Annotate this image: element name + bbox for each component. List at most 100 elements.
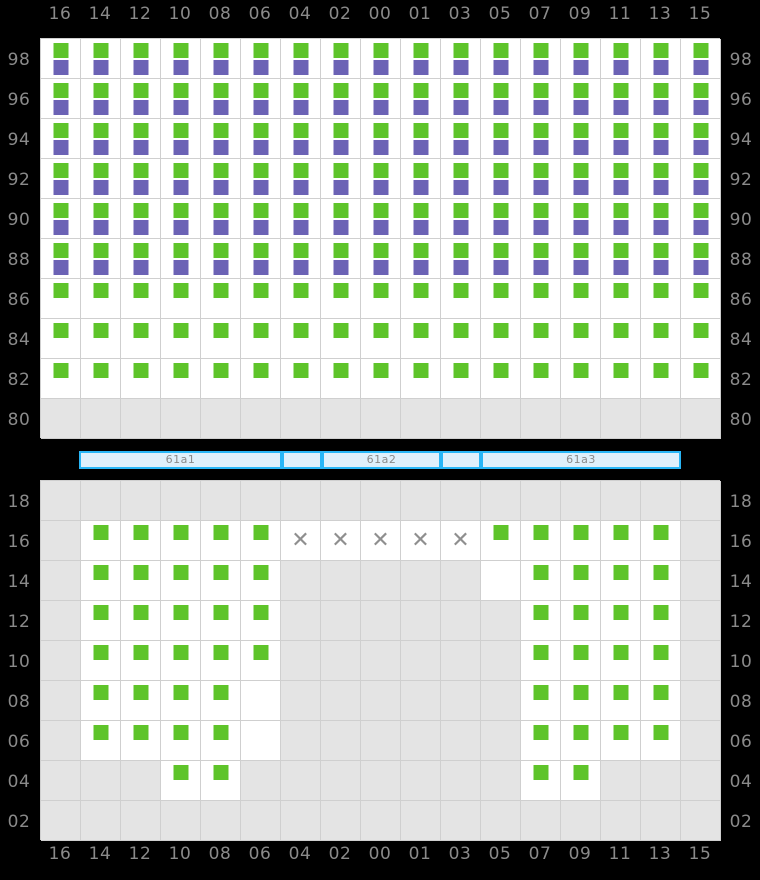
seat-cell-96-03[interactable] xyxy=(441,79,481,119)
seat-cell-82-09[interactable] xyxy=(561,359,601,399)
seat-cell-86-02[interactable] xyxy=(321,279,361,319)
seat-cell-16-05[interactable] xyxy=(481,521,521,561)
seat-cell-94-03[interactable] xyxy=(441,119,481,159)
seat-cell-04-10[interactable] xyxy=(161,761,201,801)
seat-cell-14-13[interactable] xyxy=(641,561,681,601)
seat-cell-90-12[interactable] xyxy=(121,199,161,239)
seat-cell-96-02[interactable] xyxy=(321,79,361,119)
seat-cell-94-07[interactable] xyxy=(521,119,561,159)
seat-cell-94-12[interactable] xyxy=(121,119,161,159)
seat-cell-12-11[interactable] xyxy=(601,601,641,641)
seat-cell-82-00[interactable] xyxy=(361,359,401,399)
seat-cell-82-16[interactable] xyxy=(41,359,81,399)
seat-cell-94-05[interactable] xyxy=(481,119,521,159)
seat-cell-88-12[interactable] xyxy=(121,239,161,279)
seat-cell-96-14[interactable] xyxy=(81,79,121,119)
seat-cell-84-14[interactable] xyxy=(81,319,121,359)
seat-cell-08-13[interactable] xyxy=(641,681,681,721)
seat-cell-06-12[interactable] xyxy=(121,721,161,761)
seat-cell-10-07[interactable] xyxy=(521,641,561,681)
seat-cell-94-16[interactable] xyxy=(41,119,81,159)
seat-cell-06-14[interactable] xyxy=(81,721,121,761)
seat-cell-90-01[interactable] xyxy=(401,199,441,239)
seat-cell-08-09[interactable] xyxy=(561,681,601,721)
seat-cell-84-06[interactable] xyxy=(241,319,281,359)
seat-cell-96-00[interactable] xyxy=(361,79,401,119)
seat-cell-96-07[interactable] xyxy=(521,79,561,119)
seat-cell-92-06[interactable] xyxy=(241,159,281,199)
seat-cell-96-01[interactable] xyxy=(401,79,441,119)
seat-cell-84-10[interactable] xyxy=(161,319,201,359)
seat-cell-08-12[interactable] xyxy=(121,681,161,721)
seat-cell-90-03[interactable] xyxy=(441,199,481,239)
seat-cell-16-07[interactable] xyxy=(521,521,561,561)
seat-cell-04-09[interactable] xyxy=(561,761,601,801)
seat-cell-12-07[interactable] xyxy=(521,601,561,641)
seat-cell-90-13[interactable] xyxy=(641,199,681,239)
seat-cell-08-10[interactable] xyxy=(161,681,201,721)
seat-cell-84-03[interactable] xyxy=(441,319,481,359)
seat-cell-92-12[interactable] xyxy=(121,159,161,199)
seat-cell-88-01[interactable] xyxy=(401,239,441,279)
seat-cell-88-10[interactable] xyxy=(161,239,201,279)
seat-cell-98-07[interactable] xyxy=(521,39,561,79)
seat-cell-14-06[interactable] xyxy=(241,561,281,601)
seat-cell-06-10[interactable] xyxy=(161,721,201,761)
seat-cell-86-10[interactable] xyxy=(161,279,201,319)
seat-cell-84-00[interactable] xyxy=(361,319,401,359)
seat-cell-90-00[interactable] xyxy=(361,199,401,239)
seat-cell-94-14[interactable] xyxy=(81,119,121,159)
seat-cell-14-08[interactable] xyxy=(201,561,241,601)
seat-cell-82-08[interactable] xyxy=(201,359,241,399)
seat-cell-88-11[interactable] xyxy=(601,239,641,279)
seat-cell-96-15[interactable] xyxy=(681,79,721,119)
seat-cell-94-11[interactable] xyxy=(601,119,641,159)
seat-cell-16-09[interactable] xyxy=(561,521,601,561)
seat-cell-94-02[interactable] xyxy=(321,119,361,159)
seat-cell-88-08[interactable] xyxy=(201,239,241,279)
seat-cell-86-16[interactable] xyxy=(41,279,81,319)
seat-cell-12-09[interactable] xyxy=(561,601,601,641)
seat-cell-92-10[interactable] xyxy=(161,159,201,199)
seat-cell-98-09[interactable] xyxy=(561,39,601,79)
seat-cell-96-08[interactable] xyxy=(201,79,241,119)
seat-cell-86-09[interactable] xyxy=(561,279,601,319)
seat-cell-90-06[interactable] xyxy=(241,199,281,239)
seat-cell-94-09[interactable] xyxy=(561,119,601,159)
seat-cell-98-08[interactable] xyxy=(201,39,241,79)
section-bar[interactable]: 61a1 61a2 61a3 xyxy=(79,451,681,469)
seat-cell-96-16[interactable] xyxy=(41,79,81,119)
seat-cell-16-02[interactable]: ✕ xyxy=(321,521,361,561)
seat-cell-84-04[interactable] xyxy=(281,319,321,359)
seat-cell-92-00[interactable] xyxy=(361,159,401,199)
seat-cell-84-07[interactable] xyxy=(521,319,561,359)
seat-cell-96-12[interactable] xyxy=(121,79,161,119)
seat-cell-14-09[interactable] xyxy=(561,561,601,601)
seat-cell-92-02[interactable] xyxy=(321,159,361,199)
seat-cell-82-06[interactable] xyxy=(241,359,281,399)
seat-cell-16-04[interactable]: ✕ xyxy=(281,521,321,561)
seat-cell-16-00[interactable]: ✕ xyxy=(361,521,401,561)
seat-cell-96-11[interactable] xyxy=(601,79,641,119)
seat-cell-08-06[interactable] xyxy=(241,681,281,721)
seat-cell-86-06[interactable] xyxy=(241,279,281,319)
lower-grid[interactable]: ✕ ✕ ✕ ✕ ✕ xyxy=(40,480,721,841)
section-segment-61a1[interactable]: 61a1 xyxy=(79,451,282,469)
seat-cell-92-16[interactable] xyxy=(41,159,81,199)
seat-cell-16-08[interactable] xyxy=(201,521,241,561)
seat-cell-86-15[interactable] xyxy=(681,279,721,319)
seat-cell-86-07[interactable] xyxy=(521,279,561,319)
seat-cell-88-02[interactable] xyxy=(321,239,361,279)
seat-cell-94-08[interactable] xyxy=(201,119,241,159)
seat-cell-16-01[interactable]: ✕ xyxy=(401,521,441,561)
seat-cell-96-13[interactable] xyxy=(641,79,681,119)
seat-cell-86-08[interactable] xyxy=(201,279,241,319)
seat-cell-10-13[interactable] xyxy=(641,641,681,681)
seat-cell-86-14[interactable] xyxy=(81,279,121,319)
seat-cell-10-09[interactable] xyxy=(561,641,601,681)
seat-cell-10-14[interactable] xyxy=(81,641,121,681)
seat-cell-90-11[interactable] xyxy=(601,199,641,239)
seat-cell-12-08[interactable] xyxy=(201,601,241,641)
seat-cell-92-14[interactable] xyxy=(81,159,121,199)
seat-cell-88-15[interactable] xyxy=(681,239,721,279)
